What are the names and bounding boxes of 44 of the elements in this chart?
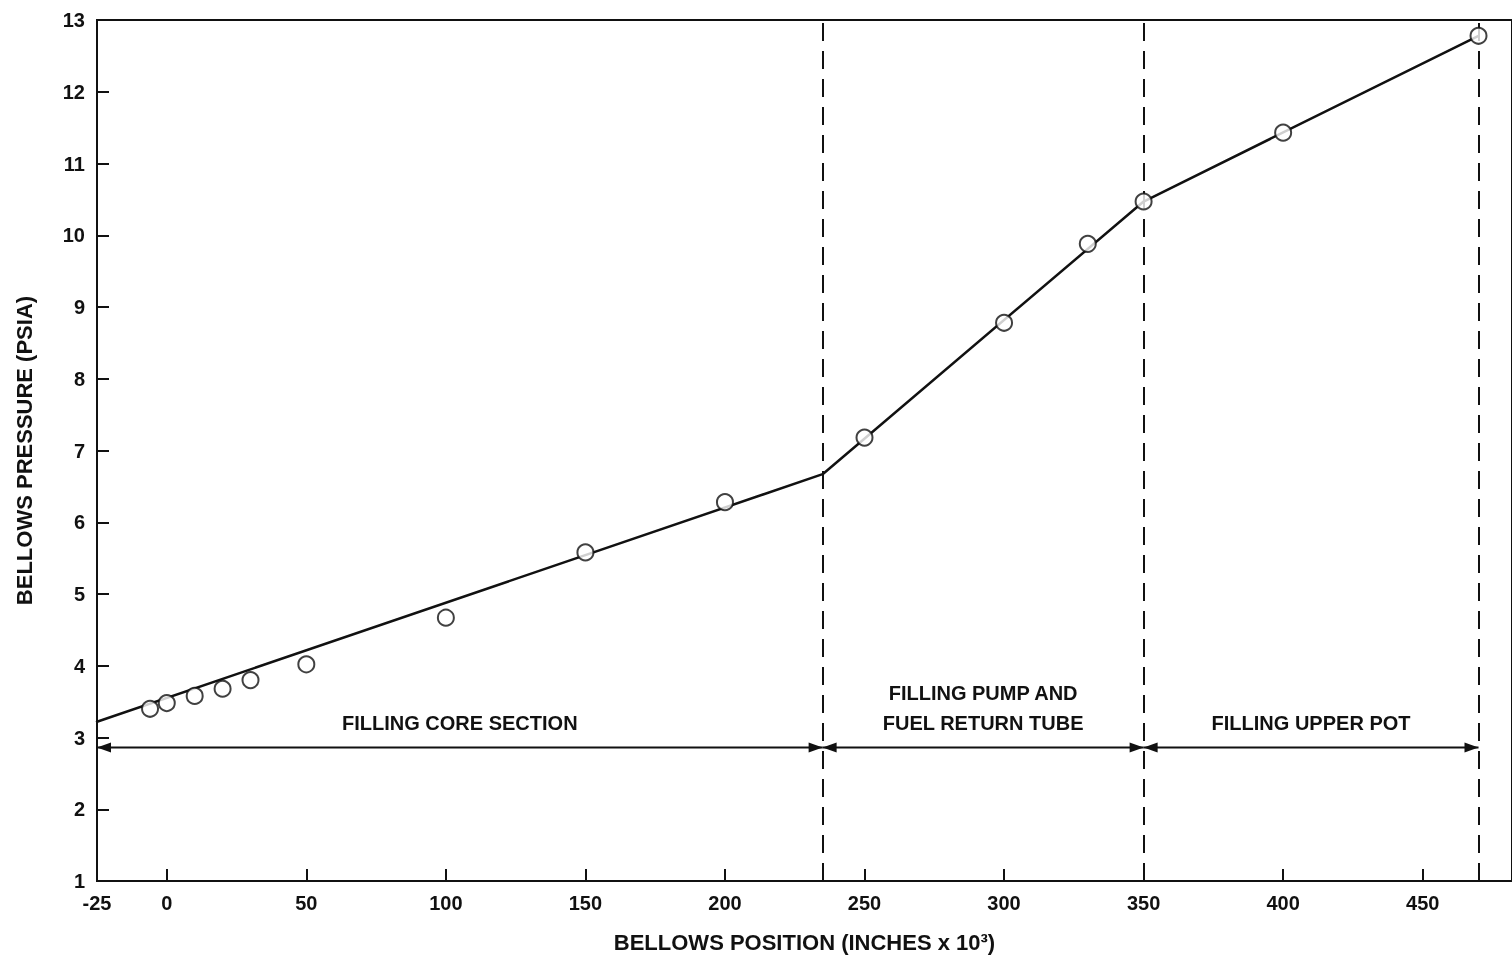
y-tick-label: 9 [73, 296, 85, 318]
point [213, 679, 232, 698]
point [1134, 192, 1153, 211]
y-tick-label: 1 [73, 870, 85, 892]
point [715, 493, 734, 512]
point [995, 313, 1014, 332]
x-tick-label: 250 [847, 892, 882, 914]
y-tick-label: 5 [73, 583, 85, 605]
y-tick-label: 10 [62, 224, 85, 247]
x-tick-label: 100 [429, 892, 463, 914]
x-tick-label: 50 [295, 892, 318, 914]
annotation: FILLING PUMP AND FUEL RETURN TUBE [882, 681, 1084, 734]
point [436, 608, 455, 627]
x-tick-label: 450 [1406, 892, 1440, 914]
y-tick-label: 11 [63, 152, 85, 175]
x-tick-label: 400 [1266, 892, 1300, 914]
point [241, 671, 260, 690]
point [1274, 123, 1293, 142]
annotation: FILLING UPPER POT [1211, 711, 1411, 734]
x-tick-label: 200 [708, 892, 742, 914]
x-axis-title: BELLOWS POSITION (INCHES x 10³) [613, 929, 996, 955]
point [185, 686, 204, 705]
point [141, 699, 160, 718]
point [576, 543, 595, 562]
y-tick-label: 6 [73, 511, 85, 534]
y-tick-label: 8 [73, 367, 85, 390]
y-tick-label: 3 [73, 726, 85, 749]
point [1469, 26, 1488, 45]
x-tick-label: -25 [82, 892, 112, 914]
point [1078, 234, 1097, 253]
x-tick-label: 350 [1126, 892, 1161, 914]
x-tick-label: 0 [161, 892, 173, 914]
annotation: FILLING CORE SECTION [342, 711, 578, 734]
y-tick-label: 12 [62, 80, 85, 103]
x-tick-label: 150 [568, 892, 603, 914]
point [855, 428, 874, 447]
y-axis-title: BELLOWS PRESSURE (PSIA) [11, 295, 37, 606]
x-tick-label: 300 [987, 892, 1021, 914]
y-tick-label: 4 [73, 654, 86, 677]
point [157, 694, 176, 713]
point [297, 655, 316, 674]
y-tick-label: 13 [62, 9, 85, 31]
y-tick-label: 7 [73, 439, 85, 462]
y-tick-label: 2 [73, 798, 85, 821]
